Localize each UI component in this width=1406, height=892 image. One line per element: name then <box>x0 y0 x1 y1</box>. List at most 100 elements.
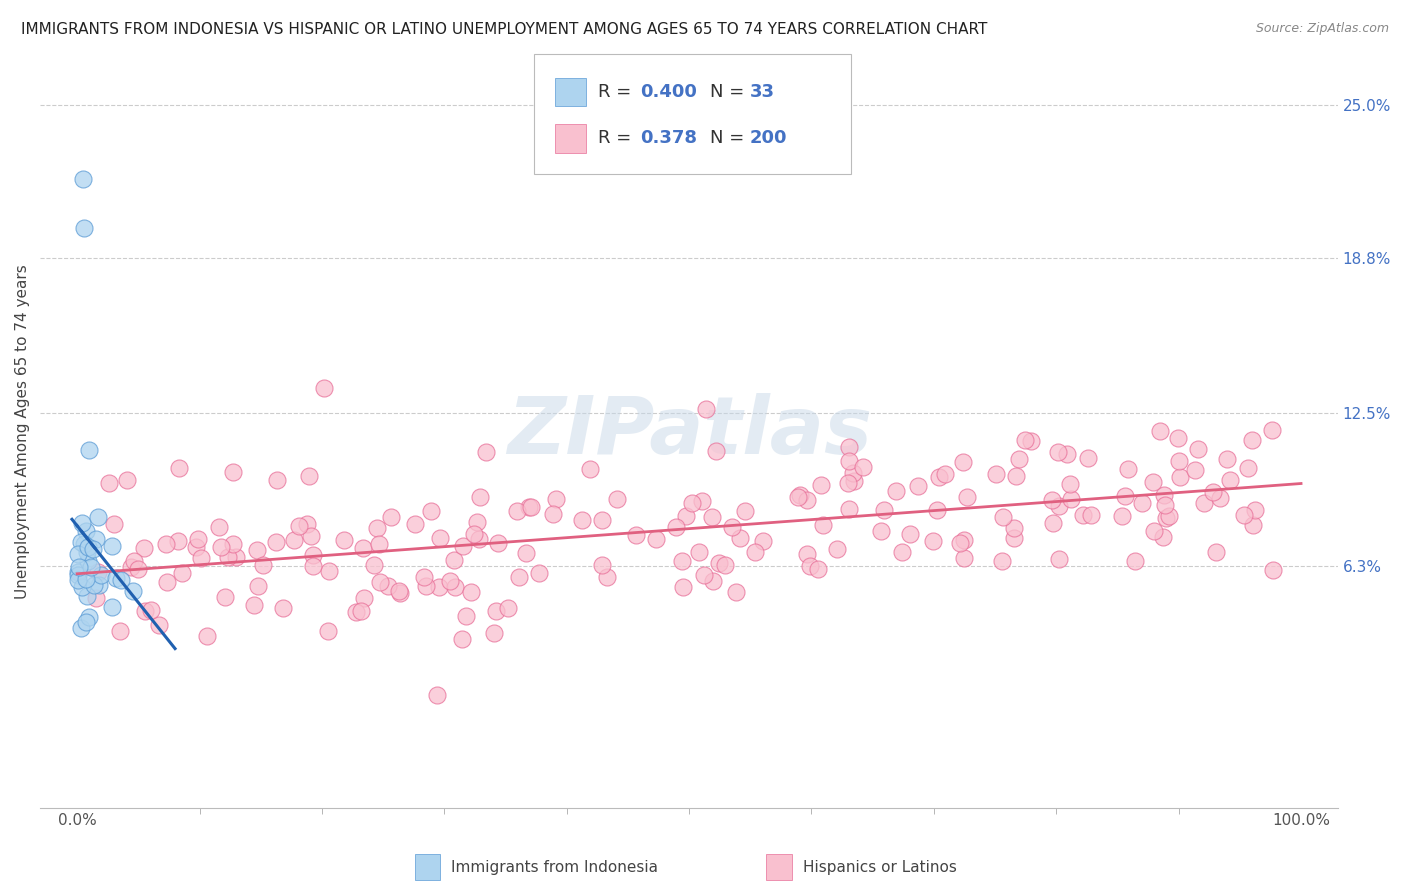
Point <box>70 621 93 635</box>
Point <box>460 585 482 599</box>
Point <box>1187 442 1209 457</box>
Point <box>156 574 179 589</box>
Point <box>810 478 832 492</box>
Point <box>681 496 703 510</box>
Point <box>721 520 744 534</box>
Point <box>953 533 976 547</box>
Point <box>688 545 710 559</box>
Point <box>707 556 730 570</box>
Point <box>626 528 648 542</box>
Point <box>837 476 859 491</box>
Point <box>67 560 90 574</box>
Point <box>170 566 193 581</box>
Point <box>84 591 107 605</box>
Point <box>873 503 896 517</box>
Point <box>208 520 231 534</box>
Text: ZIPatlas: ZIPatlas <box>506 392 872 471</box>
Point <box>412 570 434 584</box>
Point <box>77 610 100 624</box>
Point <box>1040 493 1063 508</box>
Point <box>271 601 294 615</box>
Point <box>825 542 848 557</box>
Point <box>217 550 239 565</box>
Point <box>67 568 90 582</box>
Point <box>796 492 818 507</box>
Point <box>101 599 124 614</box>
Point <box>287 519 309 533</box>
Point <box>1116 462 1139 476</box>
Point <box>702 574 724 588</box>
Point <box>891 544 914 558</box>
Point <box>1059 477 1081 491</box>
Point <box>1152 530 1174 544</box>
Point <box>350 604 373 618</box>
Point <box>187 532 209 546</box>
Point <box>443 580 465 594</box>
Point <box>517 500 540 515</box>
Point <box>404 516 426 531</box>
Point <box>591 558 613 572</box>
Point <box>1260 423 1282 437</box>
Point <box>84 532 107 546</box>
Point <box>596 570 619 584</box>
Point <box>101 539 124 553</box>
Point <box>463 526 485 541</box>
Point <box>789 488 811 502</box>
Point <box>1149 425 1171 439</box>
Point <box>318 564 340 578</box>
Point <box>1219 473 1241 487</box>
Point <box>1056 447 1078 461</box>
Point <box>465 515 488 529</box>
Point <box>527 566 550 581</box>
Point <box>456 609 478 624</box>
Point <box>1080 508 1102 522</box>
Point <box>898 527 921 541</box>
Point <box>838 454 860 468</box>
Point <box>508 570 530 584</box>
Point <box>934 467 956 481</box>
Point <box>1004 469 1026 483</box>
Point <box>704 444 727 458</box>
Point <box>1047 551 1070 566</box>
Point <box>1073 508 1095 523</box>
Point <box>451 539 474 553</box>
Point <box>1241 517 1264 532</box>
Point <box>579 461 602 475</box>
Point <box>870 524 893 538</box>
Point <box>475 445 498 459</box>
Point <box>1241 434 1264 448</box>
Point <box>1194 496 1216 510</box>
Point <box>1216 451 1239 466</box>
Point <box>352 541 374 555</box>
Text: 33: 33 <box>749 83 775 101</box>
Point <box>672 581 695 595</box>
Point <box>991 554 1014 568</box>
Point <box>108 624 131 639</box>
Point <box>427 580 450 594</box>
Point <box>443 553 465 567</box>
Point <box>353 591 375 605</box>
Point <box>155 536 177 550</box>
Point <box>1167 454 1189 468</box>
Point <box>952 455 974 469</box>
Point <box>75 615 97 629</box>
Point <box>368 574 391 589</box>
Point <box>77 540 100 554</box>
Point <box>302 559 325 574</box>
Point <box>297 517 319 532</box>
Point <box>1002 521 1025 535</box>
Point <box>98 476 121 491</box>
Point <box>665 520 688 534</box>
Point <box>439 574 461 588</box>
Point <box>316 624 339 638</box>
Point <box>921 533 943 548</box>
Point <box>247 579 270 593</box>
Point <box>429 532 451 546</box>
Point <box>751 533 773 548</box>
Point <box>82 541 104 556</box>
Point <box>377 579 399 593</box>
Text: Immigrants from Indonesia: Immigrants from Indonesia <box>451 860 658 874</box>
Point <box>725 584 748 599</box>
Point <box>73 221 96 235</box>
Point <box>1209 491 1232 505</box>
